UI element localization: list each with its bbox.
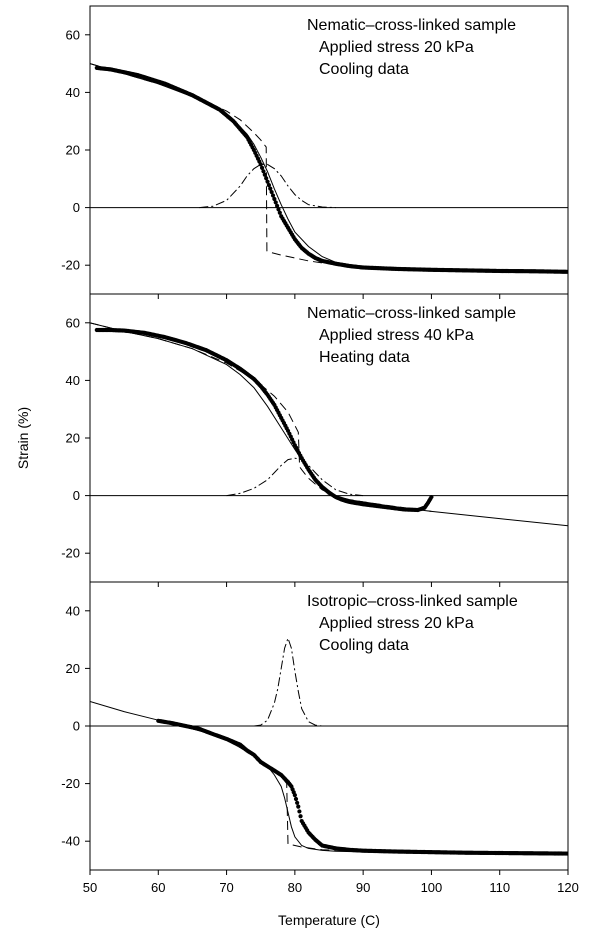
- data-point: [268, 186, 273, 191]
- data-point: [429, 494, 434, 500]
- data-point: [276, 207, 281, 212]
- panel-top: -20 0 20 40 60 Nematic–cross-linked sample App…: [61, 5, 569, 299]
- y-axis-title: Strain (%): [15, 407, 31, 469]
- data-point: [272, 196, 277, 202]
- panel-annotation-line: Applied stress 20 kPa: [319, 39, 474, 56]
- data-point: [292, 793, 297, 798]
- x-tick-label: 120: [557, 880, 579, 895]
- panel-middle: -20 0 20 40 60 Nematic–cross-linked sample App…: [61, 293, 569, 587]
- y-tick-label: -20: [61, 258, 80, 273]
- data-point: [275, 203, 280, 208]
- fit-curve-dashdot: [253, 636, 323, 727]
- data-point: [258, 162, 263, 167]
- data-points: [94, 327, 434, 513]
- panel-annotation-line: Applied stress 20 kPa: [319, 615, 474, 632]
- fit-curve-dashed: [90, 322, 432, 512]
- data-point: [266, 183, 272, 188]
- fit-curve-dashed: [226, 739, 568, 855]
- y-tick-label: -20: [61, 546, 80, 561]
- y-tick-label: 40: [66, 603, 80, 618]
- x-tick-label: 100: [421, 880, 443, 895]
- series-group: [90, 636, 568, 856]
- series-group: [90, 322, 568, 527]
- data-point: [269, 189, 274, 195]
- y-tick-label: 20: [66, 431, 80, 446]
- data-point: [259, 165, 265, 170]
- panel-annotation-line: Heating data: [319, 349, 410, 366]
- y-tick-label: 60: [66, 315, 80, 330]
- chart-panels: -20 0 20 40 60 Nematic–cross-linked sample App…: [61, 5, 579, 895]
- data-points: [94, 65, 568, 274]
- x-tick-label: 70: [219, 880, 233, 895]
- data-point: [273, 200, 278, 205]
- fit-curve-solid: [90, 63, 568, 273]
- fit-curve-dashdot: [199, 163, 336, 209]
- y-tick-label: -20: [61, 776, 80, 791]
- panel-annotation-line: Nematic–cross-linked sample: [307, 305, 516, 322]
- y-tick-label: 20: [66, 661, 80, 676]
- y-tick-label: -40: [61, 834, 80, 849]
- panel-annotation-line: Isotropic–cross-linked sample: [307, 593, 518, 610]
- fit-curve-dashdot: [226, 457, 364, 497]
- panel-annotation-line: Cooling data: [319, 61, 409, 78]
- fit-curve-dashed: [90, 63, 568, 273]
- data-point: [261, 169, 266, 174]
- y-tick-label: 0: [73, 719, 80, 734]
- y-tick-label: 0: [73, 488, 80, 503]
- panel-annotation-line: Nematic–cross-linked sample: [307, 17, 516, 34]
- x-tick-label: 60: [151, 880, 165, 895]
- data-point: [297, 809, 302, 814]
- panel-annotation-line: Applied stress 40 kPa: [319, 327, 474, 344]
- data-point: [295, 800, 300, 805]
- series-group: [90, 63, 568, 274]
- data-point: [293, 796, 299, 802]
- data-point: [296, 804, 301, 809]
- x-tick-label: 90: [356, 880, 370, 895]
- fit-curve-solid: [90, 701, 568, 855]
- y-tick-label: 60: [66, 27, 80, 42]
- x-tick-label: 80: [288, 880, 302, 895]
- x-axis-title: Temperature (C): [278, 912, 380, 928]
- y-tick-label: 20: [66, 143, 80, 158]
- data-points: [156, 718, 568, 856]
- x-tick-label: 110: [489, 880, 510, 895]
- y-tick-label: 40: [66, 373, 80, 388]
- panel-bottom: -40 -20 0 20 40 50 60 70 80 90 100 110 120 Isotropic–…: [61, 581, 579, 895]
- panel-annotation-line: Cooling data: [319, 637, 409, 654]
- data-point: [262, 172, 267, 177]
- data-point: [277, 210, 282, 215]
- data-point: [270, 193, 276, 198]
- x-tick-label: 50: [83, 880, 97, 895]
- data-point: [298, 814, 303, 819]
- y-tick-label: 0: [73, 200, 80, 215]
- y-tick-label: 40: [66, 85, 80, 100]
